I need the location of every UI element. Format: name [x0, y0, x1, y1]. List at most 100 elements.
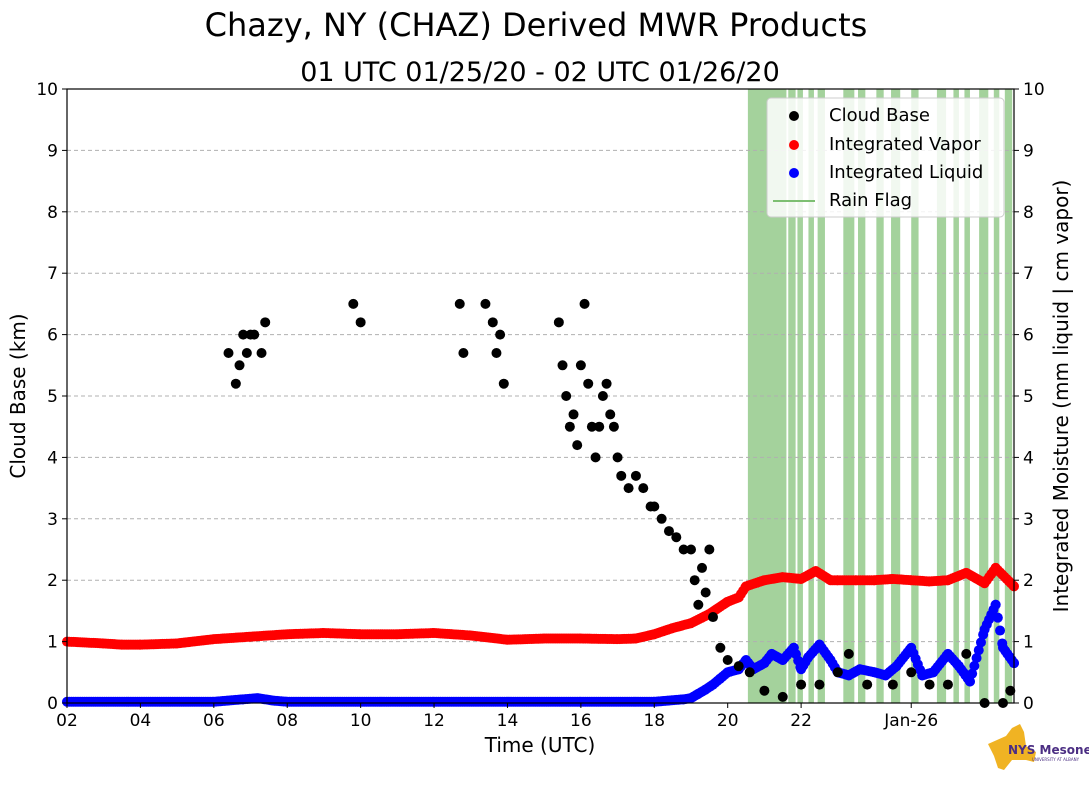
legend-marker-vapor	[789, 140, 799, 150]
cloud-base-point	[230, 378, 241, 389]
rain-flag-band	[964, 89, 970, 703]
cloud-base-point	[638, 483, 649, 494]
y-tick-label-left: 1	[47, 633, 58, 653]
y-tick-label-right: 1	[1023, 633, 1034, 653]
rain-flag-band	[817, 89, 825, 703]
cloud-base-point	[663, 526, 674, 537]
x-tick-label: 16	[570, 711, 592, 731]
x-tick-label: 10	[350, 711, 372, 731]
y-tick-label-left: 4	[47, 448, 58, 468]
liquid-point	[967, 668, 978, 679]
y-axis-right-ticks: 0 1 2 3 4 5 6 7 8 9 10	[1014, 80, 1045, 714]
y-tick-label-right: 8	[1023, 203, 1034, 223]
y-tick-label-left: 6	[47, 326, 58, 346]
cloud-base-point	[689, 575, 700, 586]
cloud-base-point	[564, 421, 575, 432]
cloud-base-point	[487, 317, 498, 328]
cloud-base-point	[744, 667, 755, 678]
nys-mesonet-logo: NYS Mesonet UNIVERSITY AT ALBANY	[988, 724, 1089, 770]
x-tick-label: 12	[423, 711, 445, 731]
legend-label-vapor: Integrated Vapor	[829, 134, 981, 155]
x-tick-label: 04	[130, 711, 152, 731]
cloud-base-point	[495, 329, 506, 340]
y-tick-label-right: 7	[1023, 264, 1034, 284]
cloud-base-point	[759, 685, 770, 696]
x-axis-ticks: 02 04 06 08 10 12 14 16 18 20 22 Jan-26	[56, 703, 938, 731]
rain-flag-band	[979, 89, 989, 703]
y-tick-label-right: 9	[1023, 141, 1034, 161]
liquid-point	[969, 660, 980, 671]
cloud-base-point	[223, 348, 234, 359]
cloud-base-point	[814, 679, 825, 690]
y-axis-left-ticks: 0 1 2 3 4 5 6 7 8 9 10	[36, 80, 67, 714]
rain-flag-band	[993, 89, 1000, 703]
cloud-base-point	[583, 378, 594, 389]
cloud-base-point	[480, 298, 491, 309]
y-axis-right-label: Integrated Moisture (mm liquid | cm vapo…	[1049, 180, 1073, 613]
cloud-base-point	[843, 648, 854, 659]
cloud-base-point	[561, 391, 572, 401]
cloud-base-point	[601, 378, 612, 389]
y-tick-label-right: 10	[1023, 80, 1045, 100]
y-tick-label-left: 5	[47, 387, 58, 407]
liquid-point	[973, 645, 984, 656]
y-tick-label-left: 2	[47, 571, 58, 591]
cloud-base-point	[722, 655, 733, 666]
cloud-base-point	[597, 391, 608, 401]
cloud-base-point	[777, 691, 788, 702]
x-tick-label: 20	[717, 711, 739, 731]
x-tick-label: 22	[790, 711, 812, 731]
legend-label-cloud-base: Cloud Base	[829, 105, 930, 126]
x-tick-label: 08	[276, 711, 298, 731]
cloud-base-point	[568, 409, 579, 420]
cloud-base-point	[942, 679, 953, 690]
y-axis-left-label: Cloud Base (km)	[6, 313, 30, 478]
y-tick-label-left: 7	[47, 264, 58, 284]
cloud-base-point	[234, 360, 245, 371]
cloud-base-point	[241, 348, 252, 359]
cloud-base-point	[1005, 685, 1016, 696]
cloud-base-point	[249, 329, 260, 340]
rain-flag-band	[936, 89, 947, 703]
cloud-base-point	[557, 360, 568, 371]
cloud-base-point	[572, 440, 583, 451]
cloud-base-point	[586, 421, 597, 432]
cloud-base-point	[697, 562, 708, 573]
cloud-base-point	[906, 667, 917, 678]
y-tick-label-left: 9	[47, 141, 58, 161]
cloud-base-point	[704, 544, 715, 555]
legend-label-liquid: Integrated Liquid	[829, 162, 983, 183]
cloud-base-point	[498, 378, 509, 389]
chart-title: Chazy, NY (CHAZ) Derived MWR Products	[205, 6, 868, 44]
integrated-liquid-series	[62, 599, 1019, 707]
cloud-base-point	[590, 452, 601, 463]
x-tick-label: 18	[643, 711, 665, 731]
y-tick-label-left: 0	[47, 694, 58, 714]
y-tick-label-left: 10	[36, 80, 58, 100]
liquid-point	[975, 637, 986, 648]
x-tick-label: 02	[56, 711, 78, 731]
cloud-base-point	[708, 612, 719, 623]
cloud-base-point	[553, 317, 564, 328]
cloud-base-point	[579, 298, 590, 309]
cloud-base-point	[608, 421, 619, 432]
cloud-base-point	[612, 452, 623, 463]
liquid-point	[995, 625, 1006, 636]
y-tick-label-left: 3	[47, 510, 58, 530]
integrated-vapor-series	[62, 562, 1019, 650]
cloud-base-point	[458, 348, 469, 359]
y-tick-label-right: 4	[1023, 448, 1034, 468]
cloud-base-point	[715, 642, 726, 653]
x-axis-label: Time (UTC)	[484, 733, 596, 757]
liquid-point	[990, 599, 1001, 610]
cloud-base-point	[862, 679, 873, 690]
logo-subtext: UNIVERSITY AT ALBANY	[1032, 757, 1080, 762]
legend-marker-cloud-base	[789, 111, 799, 121]
cloud-base-point	[671, 532, 682, 543]
cloud-base-point	[733, 661, 744, 672]
logo-text: NYS Mesonet	[1008, 743, 1089, 757]
cloud-base-point	[260, 317, 271, 328]
cloud-base-point	[700, 587, 711, 598]
cloud-base-point	[575, 360, 586, 371]
